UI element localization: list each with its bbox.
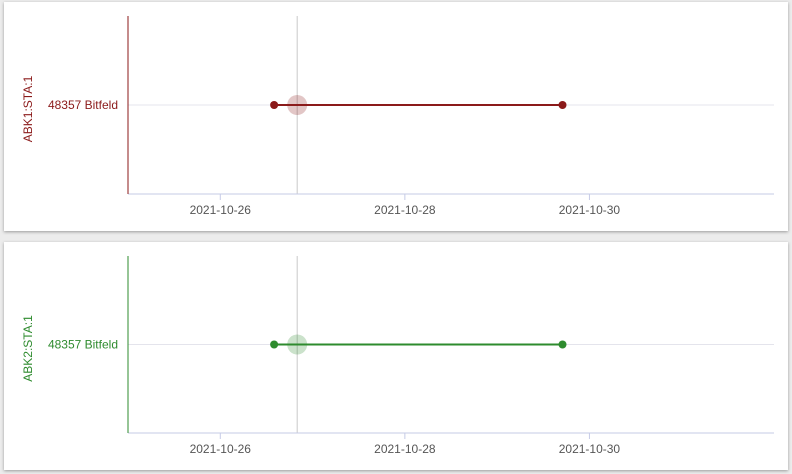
x-tick-label: 2021-10-30 xyxy=(559,203,621,217)
x-tick-label: 2021-10-28 xyxy=(374,203,436,217)
x-tick-label: 2021-10-26 xyxy=(190,203,252,217)
x-tick-label: 2021-10-26 xyxy=(190,442,252,456)
data-point[interactable] xyxy=(270,101,279,109)
timeline-panel-abk2: 2021-10-26 2021-10-28 2021-10-30 48357 Bitf… xyxy=(4,242,788,470)
category-label: 48357 Bitfeld xyxy=(48,98,118,112)
x-tick-label: 2021-10-28 xyxy=(374,442,436,456)
x-tick-label: 2021-10-30 xyxy=(559,442,621,456)
data-point[interactable] xyxy=(270,340,279,349)
hover-marker[interactable] xyxy=(287,334,308,355)
timeline-chart-abk1[interactable]: 2021-10-26 2021-10-28 2021-10-30 48357 Bitf… xyxy=(4,2,788,231)
data-point[interactable] xyxy=(558,101,567,109)
y-axis-title: ABK1:STA:1 xyxy=(21,75,35,142)
data-point[interactable] xyxy=(558,340,567,349)
hover-marker[interactable] xyxy=(287,95,308,115)
category-label: 48357 Bitfeld xyxy=(48,338,118,352)
y-axis-title: ABK2:STA:1 xyxy=(21,315,35,382)
timeline-chart-abk2[interactable]: 2021-10-26 2021-10-28 2021-10-30 48357 Bitf… xyxy=(4,242,788,470)
timeline-panel-abk1: 2021-10-26 2021-10-28 2021-10-30 48357 Bitf… xyxy=(4,2,788,231)
